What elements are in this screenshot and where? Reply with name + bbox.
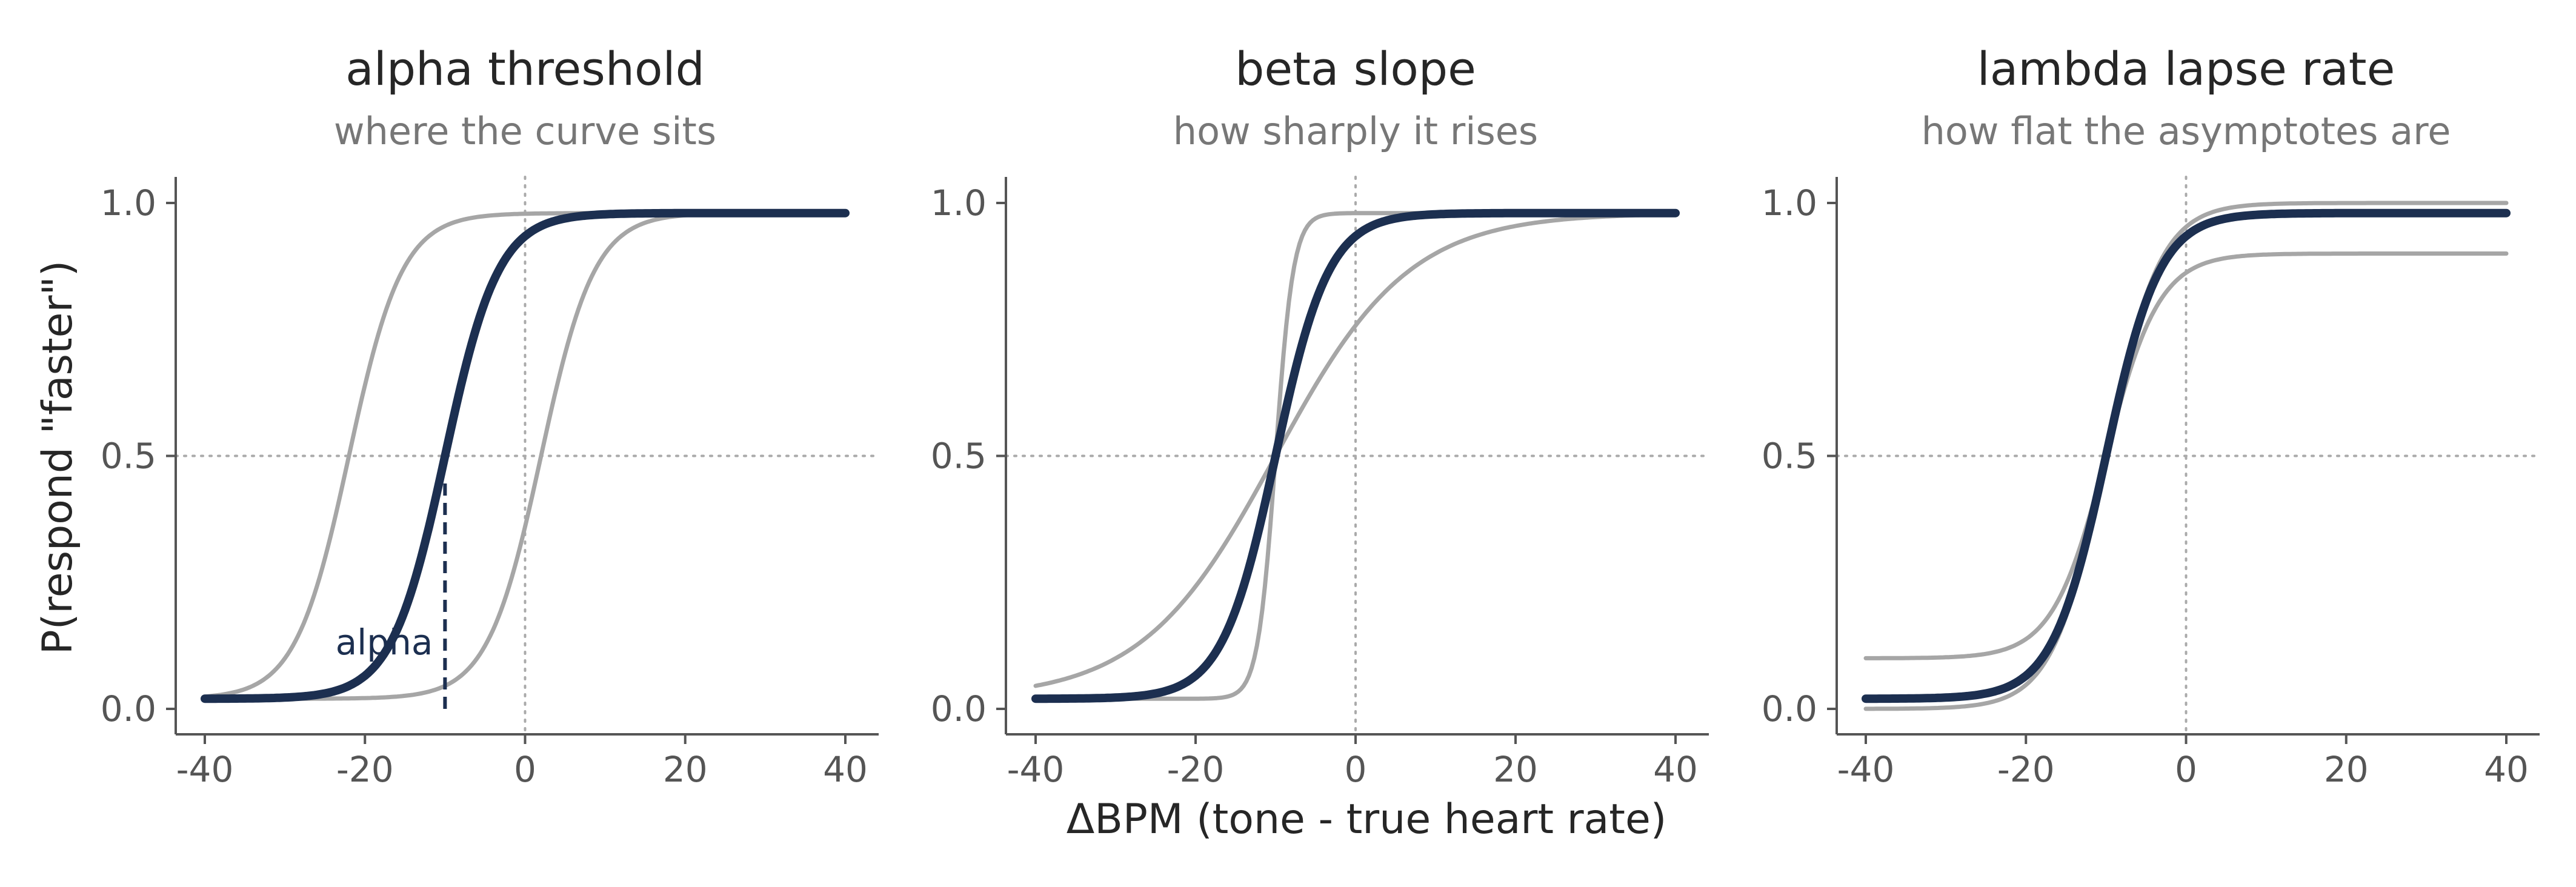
- y-axis-label: P(respond "faster"): [34, 261, 82, 654]
- panel-subtitle: where the curve sits: [334, 109, 716, 153]
- alpha-annotation: alpha: [336, 622, 433, 663]
- panel-title: lambda lapse rate: [1977, 42, 2395, 96]
- x-tick-label: 40: [823, 749, 868, 790]
- x-tick-label: 40: [1653, 749, 1698, 790]
- x-tick-label: 20: [1493, 749, 1538, 790]
- x-tick-label: 20: [663, 749, 708, 790]
- y-tick-label: 0.0: [101, 688, 156, 729]
- x-tick-label: -40: [1837, 749, 1895, 790]
- variant-curve-2: [1033, 212, 1678, 688]
- panel-1: alpha threshold where the curve sits 0.0 0.…: [101, 42, 880, 790]
- y-tick-label: 1.0: [931, 182, 987, 224]
- highlight-curve-3: [201, 208, 850, 703]
- panels: alpha threshold where the curve sits 0.0 0.…: [101, 42, 2541, 790]
- x-tick-label: 0: [2175, 749, 2197, 790]
- x-tick-label: 40: [2484, 749, 2529, 790]
- y-tick-label: 0.0: [1762, 688, 1817, 729]
- y-tick-label: 0.5: [931, 436, 987, 477]
- x-tick-label: -20: [1997, 749, 2055, 790]
- x-tick-label: -40: [176, 749, 234, 790]
- y-tick-label: 1.0: [101, 182, 156, 224]
- panel-title: beta slope: [1235, 42, 1476, 96]
- y-tick-label: 0.5: [1762, 436, 1817, 477]
- x-tick-label: -20: [1167, 749, 1225, 790]
- variant-curve-1: [1863, 201, 2509, 711]
- panel-2: beta slope how sharply it rises 0.0 0.5 1.0 -…: [931, 42, 1710, 790]
- highlight-curve-3: [1862, 208, 2511, 703]
- panel-subtitle: how flat the asymptotes are: [1922, 109, 2451, 153]
- x-tick-label: 20: [2324, 749, 2369, 790]
- highlight-curve-3: [1031, 208, 1680, 703]
- y-tick-label: 0.5: [101, 436, 156, 477]
- x-tick-label: 0: [1345, 749, 1367, 790]
- panel-subtitle: how sharply it rises: [1173, 109, 1538, 153]
- y-tick-label: 0.0: [931, 688, 987, 729]
- panel-title: alpha threshold: [345, 42, 705, 96]
- y-tick-label: 1.0: [1762, 182, 1817, 224]
- x-tick-label: -40: [1007, 749, 1065, 790]
- panel-3: lambda lapse rate how flat the asymptotes…: [1762, 42, 2541, 790]
- x-axis-label: ΔBPM (tone - true heart rate): [1067, 796, 1667, 843]
- variant-curve-2: [1863, 251, 2509, 660]
- x-tick-label: 0: [514, 749, 536, 790]
- x-tick-label: -20: [336, 749, 394, 790]
